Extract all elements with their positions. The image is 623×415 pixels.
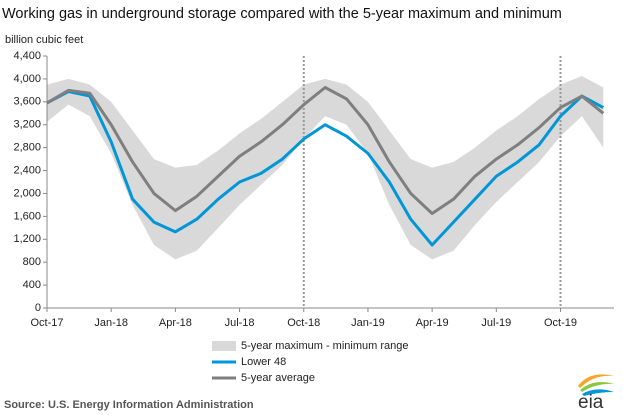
- y-tick-label: 3,200: [13, 119, 41, 131]
- source: Source: U.S. Energy Information Administ…: [4, 399, 254, 411]
- x-tick-label: Jul-19: [481, 317, 511, 329]
- x-tick-label: Jan-19: [351, 317, 385, 329]
- x-tick-label: Apr-18: [159, 317, 192, 329]
- y-tick-label: 400: [23, 279, 41, 291]
- legend-label: 5-year average: [241, 372, 315, 384]
- x-tick-label: Jan-18: [94, 317, 128, 329]
- y-tick-label: 800: [23, 256, 41, 268]
- logo: eia: [578, 374, 614, 413]
- logo-swoosh: [578, 374, 614, 388]
- y-tick-label: 1,200: [13, 233, 41, 245]
- y-axis-label: billion cubic feet: [5, 34, 83, 46]
- y-tick-label: 4,000: [13, 73, 41, 85]
- logo-text: eia: [578, 392, 604, 413]
- y-tick-label: 2,400: [13, 164, 41, 176]
- y-tick-label: 2,800: [13, 142, 41, 154]
- y-tick-label: 0: [35, 302, 41, 314]
- legend-label: Lower 48: [241, 356, 286, 368]
- x-tick-label: Apr-19: [416, 317, 449, 329]
- logo-swoosh: [580, 382, 614, 392]
- range-band: [47, 76, 604, 260]
- y-tick-label: 4,400: [13, 50, 41, 62]
- x-tick-label: Oct-19: [544, 317, 577, 329]
- y-tick-label: 2,000: [13, 187, 41, 199]
- y-tick-label: 3,600: [13, 96, 41, 108]
- series-line: [46, 86, 605, 215]
- y-tick-label: 1,600: [13, 210, 41, 222]
- legend-label: 5-year maximum - minimum range: [241, 340, 408, 352]
- x-tick-label: Oct-17: [30, 317, 63, 329]
- x-tick-label: Jul-18: [225, 317, 255, 329]
- chart-title: Working gas in underground storage compa…: [2, 6, 562, 22]
- series-line: [46, 90, 605, 247]
- legend-swatch: [212, 341, 236, 351]
- logo-swoosh: [582, 389, 614, 396]
- x-tick-label: Oct-18: [287, 317, 320, 329]
